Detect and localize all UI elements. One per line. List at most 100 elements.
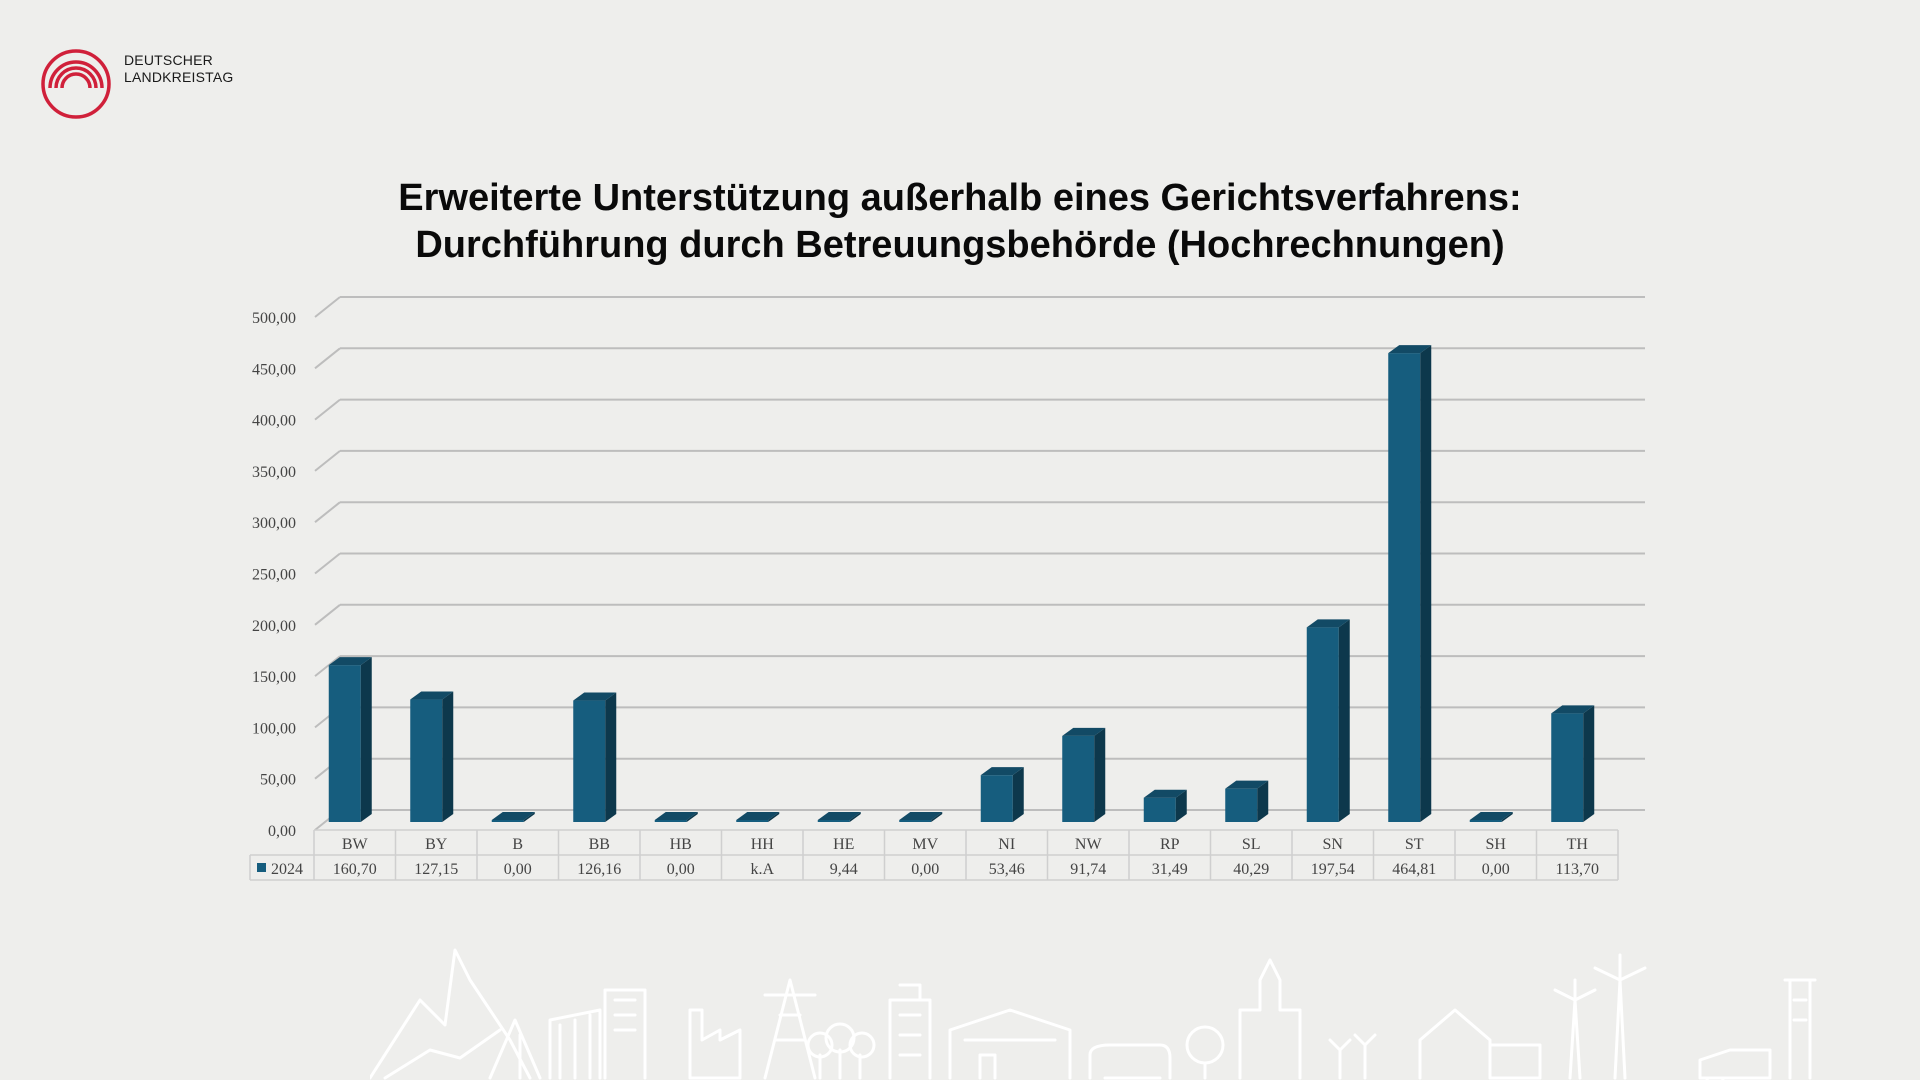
bar bbox=[1062, 735, 1095, 822]
bar-top bbox=[1225, 780, 1269, 789]
x-axis-category-label: B bbox=[512, 836, 523, 853]
chart-title-line2: Durchführung durch Betreuungsbehörde (Ho… bbox=[415, 224, 1505, 266]
data-table-value: 31,49 bbox=[1152, 861, 1188, 878]
x-axis-category-label: NW bbox=[1075, 836, 1103, 853]
legend-series-name: 2024 bbox=[271, 861, 303, 878]
deutscher-landkreistag-logo: DEUTSCHER LANDKREISTAG bbox=[40, 48, 300, 120]
data-table-value: 53,46 bbox=[989, 861, 1025, 878]
bar-side bbox=[768, 812, 780, 822]
bar-side bbox=[360, 657, 372, 822]
y-axis-tick-label: 400,00 bbox=[252, 413, 296, 430]
bar-side bbox=[442, 691, 454, 822]
bar-top bbox=[410, 691, 454, 700]
data-table-value: k.A bbox=[750, 861, 774, 878]
bar bbox=[573, 700, 606, 822]
x-axis-category-label: RP bbox=[1160, 836, 1180, 853]
bar-top bbox=[1388, 345, 1432, 354]
logo-text-line1: DEUTSCHER bbox=[124, 52, 213, 68]
bar bbox=[491, 820, 524, 822]
decorative-landscape-illustration bbox=[370, 948, 1817, 1080]
bar-side bbox=[1338, 619, 1350, 822]
bar-side bbox=[686, 812, 698, 822]
bar bbox=[1469, 820, 1502, 822]
y-axis-tick-label: 250,00 bbox=[252, 567, 296, 584]
data-table-value: 113,70 bbox=[1556, 861, 1599, 878]
bar-side bbox=[1420, 345, 1432, 822]
y-axis-tick-label: 0,00 bbox=[268, 823, 296, 840]
data-table-value: 40,29 bbox=[1233, 861, 1269, 878]
x-axis-category-label: HB bbox=[670, 836, 692, 853]
bar-top bbox=[1551, 705, 1595, 714]
bar-side bbox=[1257, 780, 1269, 822]
bar-side bbox=[1501, 812, 1513, 822]
x-axis-category-label: SL bbox=[1242, 836, 1261, 853]
y-axis-tick-label: 50,00 bbox=[260, 772, 296, 789]
bar bbox=[899, 820, 932, 822]
legend-swatch bbox=[257, 863, 266, 872]
chart-title-line1: Erweiterte Unterstützung außerhalb eines… bbox=[398, 177, 1522, 219]
bar-top bbox=[654, 812, 698, 820]
landkreistag-arcs-icon bbox=[41, 49, 111, 119]
bar bbox=[1225, 788, 1258, 822]
gridline-depth bbox=[314, 296, 341, 318]
bar bbox=[736, 820, 769, 822]
gridline-depth bbox=[314, 450, 341, 472]
bar-side bbox=[849, 812, 861, 822]
bar-side bbox=[931, 812, 943, 822]
gridline-depth bbox=[314, 604, 341, 626]
bar-top bbox=[1306, 619, 1350, 628]
bar bbox=[328, 665, 361, 822]
bar-side bbox=[1094, 727, 1106, 822]
data-table-value: 126,16 bbox=[577, 861, 621, 878]
bar-side bbox=[1175, 789, 1187, 822]
data-table-value: 91,74 bbox=[1070, 861, 1106, 878]
bar bbox=[410, 699, 443, 822]
bar-top bbox=[736, 812, 780, 820]
bar bbox=[1551, 713, 1584, 822]
gridline-depth bbox=[314, 552, 341, 575]
data-table-value: 127,15 bbox=[414, 861, 458, 878]
gridline-depth bbox=[314, 501, 341, 523]
bar-top bbox=[491, 812, 535, 820]
bar bbox=[1388, 353, 1421, 822]
x-axis-category-label: SH bbox=[1486, 836, 1507, 853]
x-axis-category-label: HH bbox=[751, 836, 775, 853]
gridline-depth bbox=[314, 347, 341, 370]
data-table-value: 0,00 bbox=[1482, 861, 1510, 878]
chart-title: Erweiterte Unterstützung außerhalb eines… bbox=[0, 175, 1920, 269]
bar bbox=[1143, 797, 1176, 822]
data-table-value: 464,81 bbox=[1392, 861, 1436, 878]
x-axis-category-label: BY bbox=[425, 836, 448, 853]
bar-side bbox=[523, 812, 535, 822]
x-axis-category-label: ST bbox=[1405, 836, 1424, 853]
y-axis-tick-label: 500,00 bbox=[252, 310, 296, 327]
bar-top bbox=[1469, 812, 1513, 820]
y-axis-tick-label: 150,00 bbox=[252, 669, 296, 686]
x-axis-category-label: NI bbox=[998, 836, 1015, 853]
bar bbox=[980, 775, 1013, 822]
y-axis-tick-label: 350,00 bbox=[252, 464, 296, 481]
x-axis-category-label: TH bbox=[1567, 836, 1589, 853]
bar-side bbox=[605, 692, 617, 822]
gridline-depth bbox=[314, 398, 341, 421]
bar-top bbox=[980, 767, 1024, 776]
logo-text-line2: LANDKREISTAG bbox=[124, 69, 234, 85]
y-axis-tick-label: 200,00 bbox=[252, 618, 296, 635]
x-axis-category-label: SN bbox=[1323, 836, 1344, 853]
data-table-value: 9,44 bbox=[830, 861, 858, 878]
bar bbox=[1306, 627, 1339, 822]
gridline-depth bbox=[314, 655, 341, 677]
x-axis-category-label: BB bbox=[589, 836, 610, 853]
data-table-value: 0,00 bbox=[667, 861, 695, 878]
bar-top bbox=[328, 657, 372, 666]
x-axis-category-label: MV bbox=[912, 836, 938, 853]
bar-side bbox=[1583, 705, 1595, 822]
bar-top bbox=[573, 692, 617, 701]
y-axis-tick-label: 100,00 bbox=[252, 720, 296, 737]
bar-top bbox=[1062, 727, 1106, 736]
bar-top bbox=[1143, 789, 1187, 798]
x-axis-category-label: HE bbox=[833, 836, 854, 853]
x-axis-category-label: BW bbox=[342, 836, 369, 853]
y-axis-tick-label: 300,00 bbox=[252, 515, 296, 532]
